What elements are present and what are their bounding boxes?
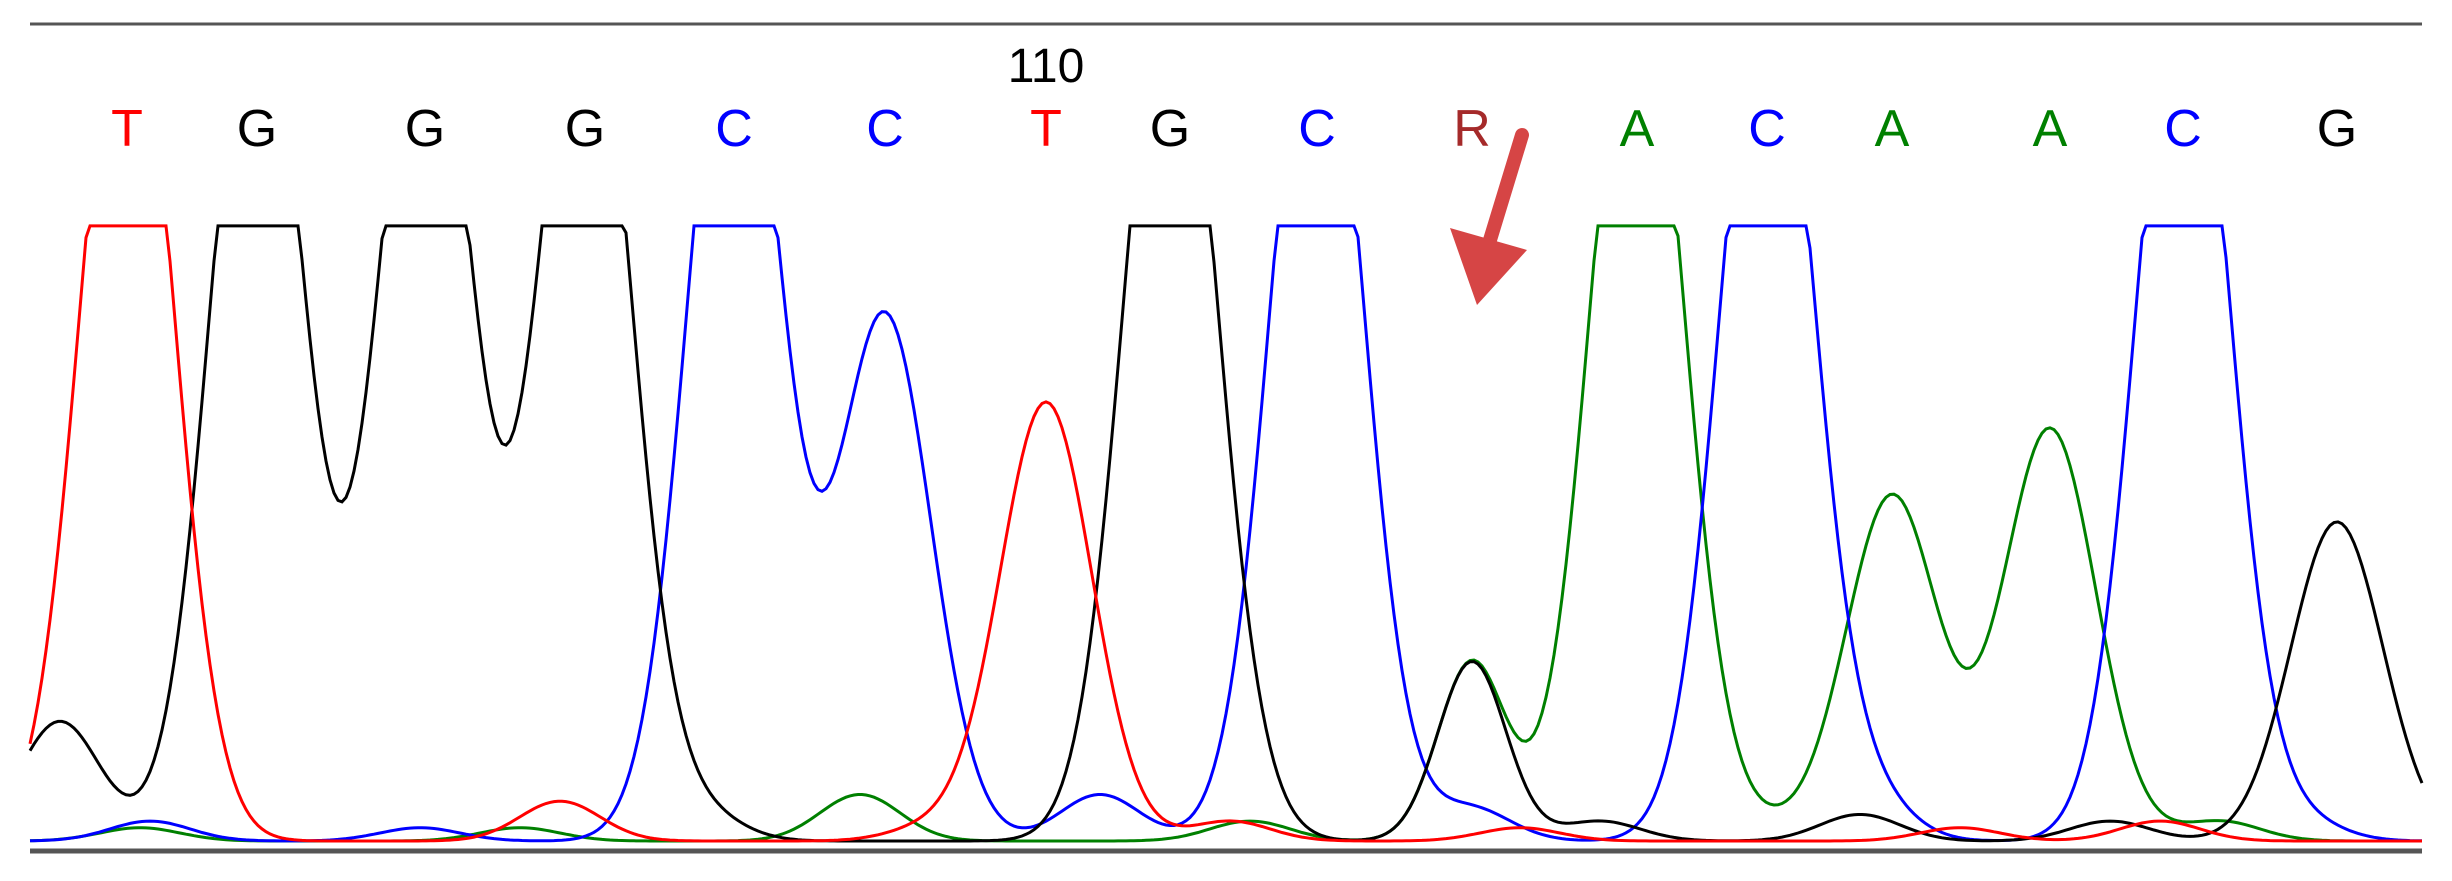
base-call-label: G (405, 100, 445, 158)
trace-g (28, 224, 2424, 843)
base-call-label: C (1298, 100, 1336, 158)
base-call-label: C (866, 100, 904, 158)
base-call-label: T (111, 100, 143, 158)
base-call-label: T (1030, 100, 1062, 158)
base-call-label: G (1150, 100, 1190, 158)
base-call-label: C (1748, 100, 1786, 158)
base-call-label: A (2033, 100, 2068, 158)
trace-c (29, 224, 2422, 843)
base-call-label: C (2164, 100, 2202, 158)
base-call-label: A (1620, 100, 1655, 158)
arrow-shaft (1483, 128, 1529, 247)
base-call-label: G (237, 100, 277, 158)
base-call-label: A (1875, 100, 1910, 158)
base-call-label: G (2317, 100, 2357, 158)
trace-t (28, 224, 2422, 843)
variant-arrow-icon (1450, 128, 1529, 305)
trace-a (29, 224, 2422, 843)
base-call-label: G (565, 100, 605, 158)
position-marker-label: 110 (1008, 40, 1085, 93)
base-call-label: C (715, 100, 753, 158)
arrow-head (1450, 228, 1527, 305)
trace-lines (28, 224, 2424, 843)
base-call-label: R (1453, 100, 1491, 158)
